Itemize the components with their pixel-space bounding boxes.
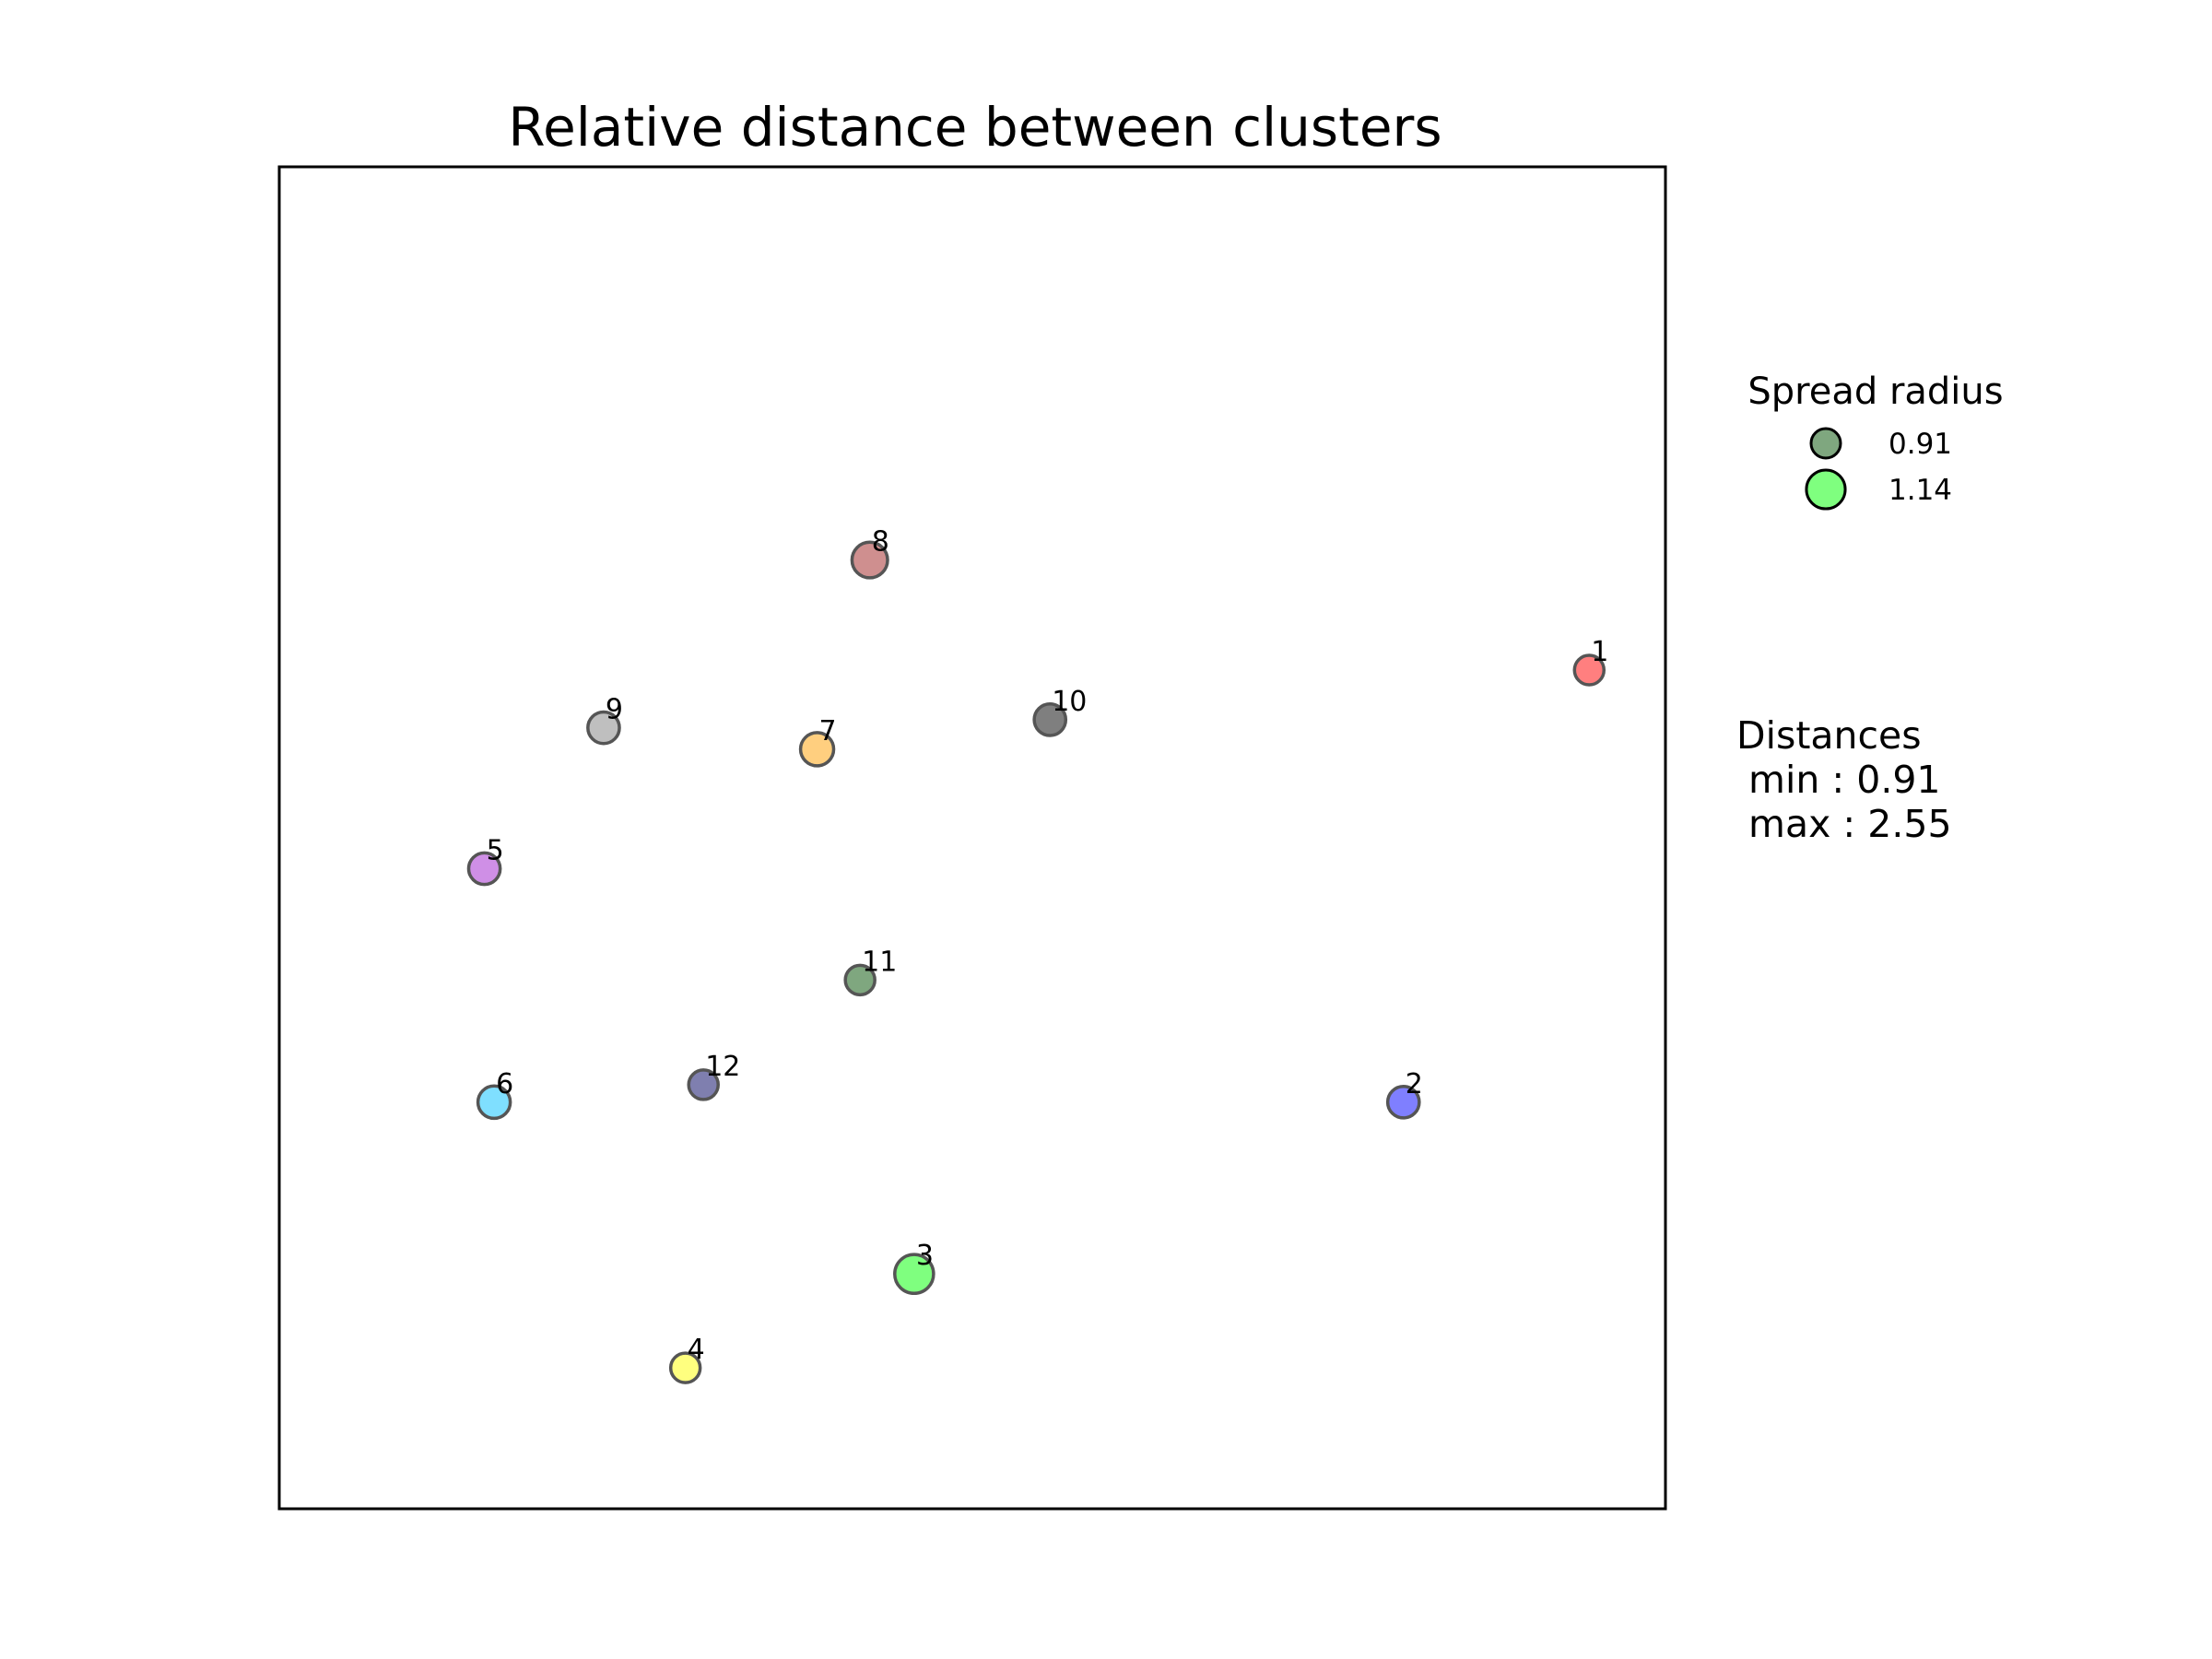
distances-heading: Distances (1736, 713, 1922, 758)
cluster-label-9: 9 (606, 694, 623, 726)
cluster-label-6: 6 (496, 1068, 513, 1100)
cluster-label-10: 10 (1052, 686, 1087, 718)
legend-label-0: 0.91 (1888, 428, 1952, 461)
cluster-label-1: 1 (1591, 636, 1608, 668)
cluster-point-6 (476, 1084, 512, 1121)
cluster-label-11: 11 (862, 946, 897, 978)
cluster-label-5: 5 (487, 834, 504, 866)
legend-marker-0 (1809, 427, 1842, 460)
chart-title: Relative distance between clusters (508, 96, 1441, 159)
distances-info: Distances min : 0.91 max : 2.55 (1736, 713, 1952, 846)
cluster-point-9 (586, 710, 621, 746)
legend-entries: 0.91 1.14 (1805, 427, 1952, 511)
legend-marker-1 (1805, 468, 1847, 511)
distances-max: max : 2.55 (1736, 802, 1952, 846)
cluster-label-4: 4 (688, 1334, 705, 1366)
cluster-point-5 (466, 851, 502, 887)
plot-frame (277, 165, 1667, 1511)
cluster-point-2 (1385, 1084, 1421, 1120)
cluster-label-7: 7 (819, 715, 837, 747)
distances-min: min : 0.91 (1736, 758, 1941, 802)
legend-title: Spread radius (1747, 371, 2003, 413)
cluster-point-1 (1572, 653, 1606, 687)
cluster-point-11 (843, 963, 877, 997)
cluster-label-3: 3 (916, 1240, 934, 1272)
legend-label-1: 1.14 (1888, 474, 1952, 507)
cluster-point-4 (668, 1351, 702, 1384)
cluster-point-8 (850, 540, 889, 580)
cluster-point-10 (1032, 702, 1068, 737)
cluster-point-7 (798, 731, 836, 768)
cluster-label-12: 12 (705, 1051, 740, 1083)
cluster-label-8: 8 (872, 526, 889, 559)
cluster-point-12 (687, 1068, 720, 1101)
legend: Spread radius 0.91 1.14 (1747, 371, 2004, 511)
cluster-label-2: 2 (1406, 1068, 1423, 1100)
cluster-point-3 (893, 1253, 935, 1296)
